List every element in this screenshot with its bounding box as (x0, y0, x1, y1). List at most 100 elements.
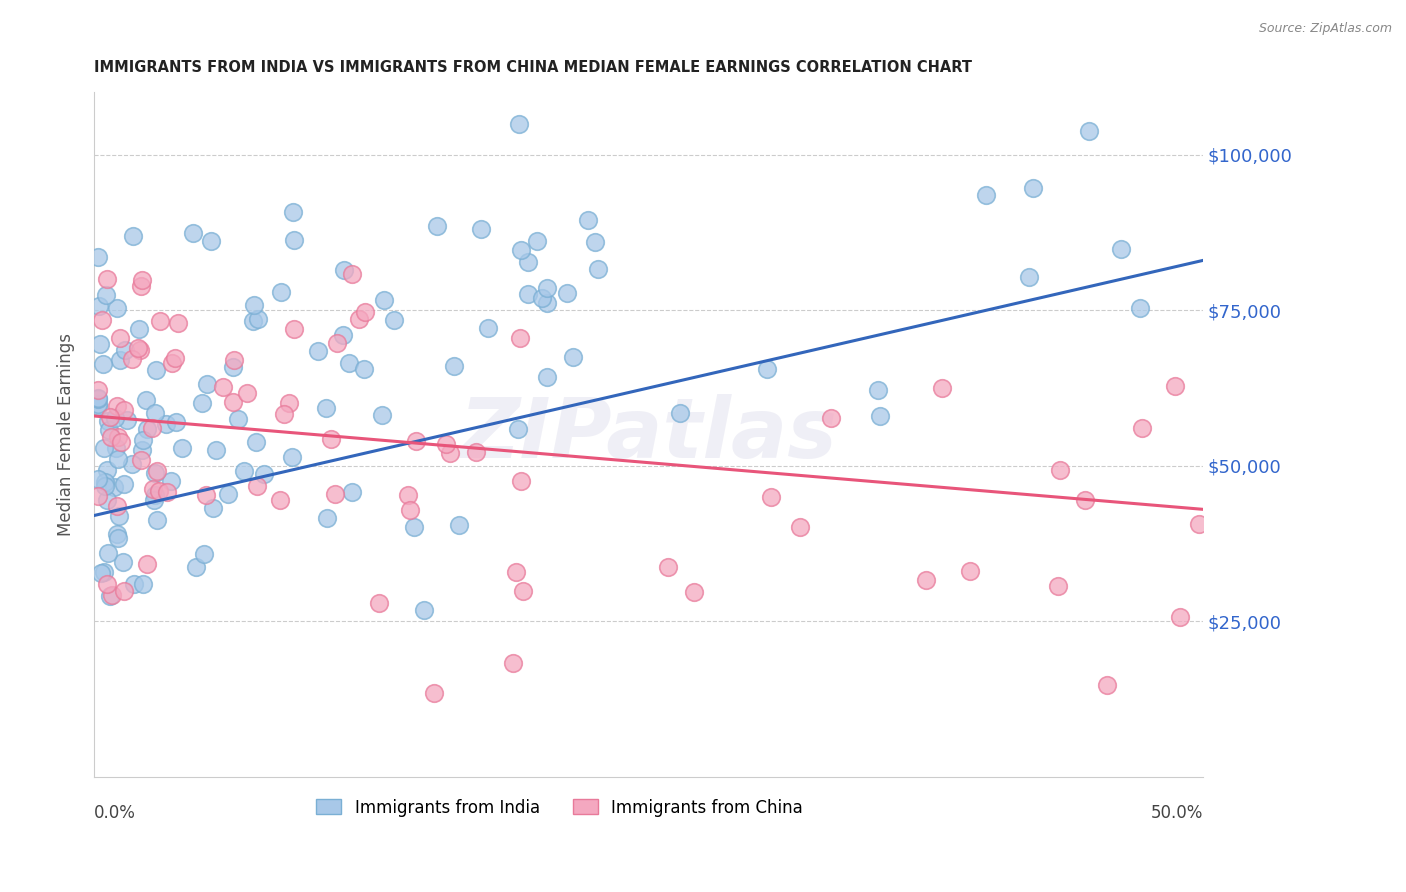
Point (470, 222, 492, 236)
Point (143, 488, 166, 502)
Point (132, 577, 155, 591)
Point (201, 501, 224, 516)
Point (340, 267, 363, 281)
Point (974, 187, 997, 202)
Point (104, 441, 127, 455)
Point (668, 406, 690, 420)
Text: 50.0%: 50.0% (1150, 804, 1204, 822)
Point (1164, 379, 1187, 393)
Point (141, 421, 163, 435)
Point (107, 509, 129, 524)
Point (273, 408, 295, 422)
Point (281, 450, 304, 464)
Point (105, 399, 128, 413)
Text: Source: ZipAtlas.com: Source: ZipAtlas.com (1258, 22, 1392, 36)
Point (127, 341, 149, 355)
Point (98, 589, 121, 603)
Point (159, 474, 181, 488)
Point (536, 370, 558, 384)
Point (114, 343, 136, 357)
Point (97, 414, 120, 428)
Point (959, 564, 981, 578)
Point (371, 408, 394, 422)
Point (398, 502, 420, 516)
Point (96, 546, 118, 560)
Point (112, 556, 135, 570)
Point (222, 394, 245, 409)
Point (110, 435, 132, 450)
Point (149, 314, 172, 328)
Point (434, 436, 457, 450)
Point (353, 362, 375, 376)
Point (142, 493, 165, 508)
Point (789, 520, 811, 534)
Point (512, 583, 534, 598)
Point (1129, 301, 1152, 315)
Point (759, 490, 782, 504)
Point (121, 228, 143, 243)
Point (508, 422, 530, 436)
Point (142, 482, 165, 496)
Point (105, 499, 128, 513)
Point (340, 485, 363, 500)
Point (156, 485, 179, 500)
Point (146, 464, 169, 478)
Point (165, 415, 187, 429)
Point (87, 399, 110, 413)
Point (212, 380, 235, 394)
Point (190, 396, 212, 410)
Point (245, 434, 267, 449)
Point (103, 480, 125, 494)
Point (270, 285, 292, 300)
Point (90, 566, 112, 581)
Point (510, 474, 533, 488)
Point (94, 479, 117, 493)
Point (588, 261, 610, 276)
Point (583, 235, 606, 249)
Point (96, 288, 118, 302)
Point (443, 359, 465, 374)
Point (242, 298, 264, 312)
Point (447, 518, 470, 533)
Point (93, 441, 115, 455)
Point (131, 453, 153, 467)
Point (555, 285, 578, 300)
Point (195, 377, 218, 392)
Point (135, 421, 157, 435)
Point (148, 484, 170, 499)
Point (93, 565, 115, 579)
Point (349, 312, 371, 326)
Point (96, 272, 118, 286)
Point (502, 656, 524, 670)
Point (517, 287, 540, 301)
Point (87, 299, 110, 313)
Point (114, 402, 136, 417)
Point (107, 531, 129, 545)
Point (509, 331, 531, 345)
Point (124, 577, 146, 591)
Point (398, 488, 420, 502)
Point (1049, 463, 1071, 477)
Point (108, 352, 131, 367)
Point (283, 233, 305, 247)
Point (167, 316, 190, 330)
Point (100, 430, 122, 444)
Point (1047, 579, 1070, 593)
Point (146, 513, 169, 527)
Point (135, 393, 157, 408)
Point (107, 452, 129, 467)
Point (465, 444, 488, 458)
Point (477, 320, 499, 334)
Point (915, 573, 938, 587)
Point (931, 381, 953, 395)
Point (181, 227, 204, 241)
Point (236, 385, 259, 400)
Point (98, 409, 121, 424)
Point (508, 117, 530, 131)
Point (576, 213, 599, 227)
Point (90, 313, 112, 327)
Point (404, 520, 426, 534)
Point (269, 493, 291, 508)
Point (536, 295, 558, 310)
Point (96, 493, 118, 508)
